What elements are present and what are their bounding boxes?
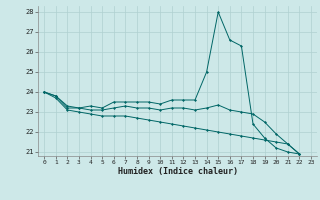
X-axis label: Humidex (Indice chaleur): Humidex (Indice chaleur) bbox=[118, 167, 238, 176]
